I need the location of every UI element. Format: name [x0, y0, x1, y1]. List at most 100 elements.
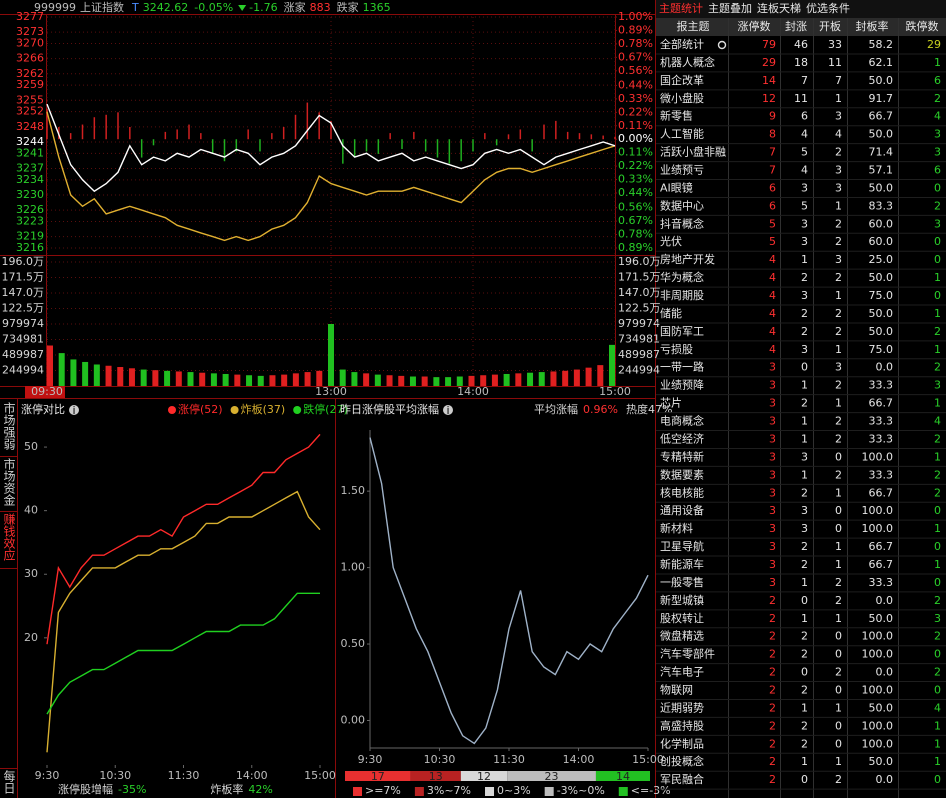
side-tab[interactable]: 市场强弱	[2, 402, 16, 450]
table-cell: 33.3	[869, 415, 894, 428]
volume-bar	[503, 373, 510, 386]
theme-name[interactable]: 微盘精选	[660, 629, 704, 643]
theme-name[interactable]: 光伏	[660, 234, 682, 248]
theme-name[interactable]: 电商概念	[660, 414, 704, 428]
table-cell: 66.7	[869, 397, 894, 410]
theme-name[interactable]: 亏损股	[660, 342, 693, 356]
theme-name[interactable]: 业绩预亏	[660, 164, 704, 177]
theme-name[interactable]: 活跃小盘非融	[660, 145, 726, 159]
y-tick-label: 979974	[2, 317, 44, 330]
up-count: 883	[310, 1, 331, 14]
theme-name[interactable]: 新能源车	[660, 557, 704, 571]
column-header[interactable]: 报主题	[677, 19, 710, 33]
y-tick-label: 3277	[16, 10, 44, 23]
table-cell: 50.0	[869, 325, 894, 338]
table-cell: 3	[835, 110, 842, 123]
legend-swatch	[618, 787, 628, 796]
table-cell: 1	[934, 271, 941, 284]
frame	[0, 0, 656, 798]
column-header[interactable]: 跌停数	[906, 19, 939, 33]
info-icon[interactable]	[443, 405, 453, 415]
theme-name[interactable]: 创投概念	[660, 754, 704, 768]
table-cell: 2	[835, 594, 842, 607]
theme-name[interactable]: 华为概念	[660, 270, 704, 284]
theme-name[interactable]: 数据要素	[660, 467, 704, 481]
y2-tick-label: 0.00%	[618, 132, 653, 145]
theme-name[interactable]: 汽车零部件	[660, 647, 715, 661]
theme-name[interactable]: 高盛持股	[660, 718, 704, 732]
theme-name[interactable]: 芯片	[660, 396, 682, 410]
table-cell: 7	[835, 74, 842, 87]
column-header[interactable]: 涨停数	[738, 19, 771, 33]
theme-name[interactable]: 专精特新	[660, 449, 704, 463]
note-label: 炸板率	[210, 782, 243, 796]
x-tick-label: 15:00	[632, 753, 664, 766]
theme-name[interactable]: 业绩预降	[660, 378, 704, 392]
table-cell: 2	[835, 379, 842, 392]
theme-name[interactable]: 股权转让	[660, 611, 704, 625]
theme-name[interactable]: 全部统计	[660, 37, 704, 51]
theme-name[interactable]: 化学制品	[660, 736, 704, 750]
x-tick-label: 11:30	[168, 769, 200, 782]
column-header[interactable]: 封板率	[856, 19, 889, 33]
table-cell: 4	[934, 701, 941, 714]
theme-name[interactable]: 抖音概念	[660, 216, 704, 230]
table-cell: 2	[769, 612, 776, 625]
theme-name[interactable]: 国防军工	[660, 324, 704, 338]
table-cell: 2	[835, 217, 842, 230]
volume-bar	[152, 370, 159, 386]
volume-bar	[199, 372, 206, 386]
table-tab[interactable]: 优选条件	[806, 1, 850, 15]
table-cell: 33	[828, 38, 842, 51]
table-cell: 2	[835, 468, 842, 481]
cursor-time-bg	[25, 386, 65, 398]
theme-name[interactable]: 物联网	[660, 682, 693, 696]
table-cell: 2	[769, 630, 776, 643]
theme-name[interactable]: 数据中心	[660, 198, 704, 212]
theme-name[interactable]: 新材料	[660, 521, 693, 535]
theme-name[interactable]: 汽车电子	[660, 665, 704, 679]
table-cell: 1	[801, 432, 808, 445]
column-header[interactable]: 封涨	[785, 19, 807, 33]
side-tab[interactable]: 赚钱效应	[2, 513, 16, 561]
theme-name[interactable]: 微小盘股	[660, 91, 704, 105]
theme-name[interactable]: 新零售	[660, 109, 693, 123]
theme-name[interactable]: 通用设备	[660, 503, 704, 517]
y-tick-label: 3216	[16, 241, 44, 254]
theme-name[interactable]: 房地产开发	[660, 252, 715, 266]
theme-name[interactable]: 机器人概念	[660, 55, 715, 69]
table-cell: 1	[835, 289, 842, 302]
volume-bar	[105, 365, 112, 386]
theme-name[interactable]: 新型城镇	[660, 593, 704, 607]
theme-name[interactable]: 近期弱势	[660, 701, 704, 714]
theme-name[interactable]: 人工智能	[660, 127, 704, 141]
column-header[interactable]: 开板	[819, 19, 841, 33]
theme-name[interactable]: 一带一路	[660, 361, 704, 374]
table-cell: 100.0	[862, 504, 894, 517]
theme-name[interactable]: 储能	[660, 306, 682, 320]
theme-name[interactable]: 国企改革	[660, 73, 704, 87]
table-cell: 0	[835, 737, 842, 750]
legend-swatch	[544, 787, 554, 796]
table-cell: 33.3	[869, 379, 894, 392]
theme-name[interactable]: 军民融合	[660, 772, 704, 786]
volume-bar	[351, 372, 358, 386]
index-change-pct: -0.05%	[194, 1, 233, 14]
table-cell: 100.0	[862, 719, 894, 732]
theme-name[interactable]: 低空经济	[660, 431, 704, 445]
theme-name[interactable]: 卫星导航	[660, 539, 704, 553]
side-tab[interactable]: 市场资金	[2, 458, 16, 506]
theme-name[interactable]: AI眼镜	[660, 180, 693, 194]
theme-name[interactable]: 非周期股	[660, 289, 704, 302]
table-tab[interactable]: 主题统计	[659, 2, 703, 15]
theme-name[interactable]: 核电核能	[660, 485, 704, 499]
table-cell: 1	[934, 307, 941, 320]
table-cell: 3	[934, 379, 941, 392]
table-tab[interactable]: 主题叠加	[708, 2, 752, 15]
up-label: 涨家	[284, 0, 306, 14]
side-tab[interactable]: 每日	[2, 770, 16, 794]
table-cell: 2	[934, 630, 941, 643]
table-tab[interactable]: 连板天梯	[757, 1, 801, 15]
theme-name[interactable]: 一般零售	[660, 575, 704, 589]
info-icon[interactable]	[69, 405, 79, 415]
